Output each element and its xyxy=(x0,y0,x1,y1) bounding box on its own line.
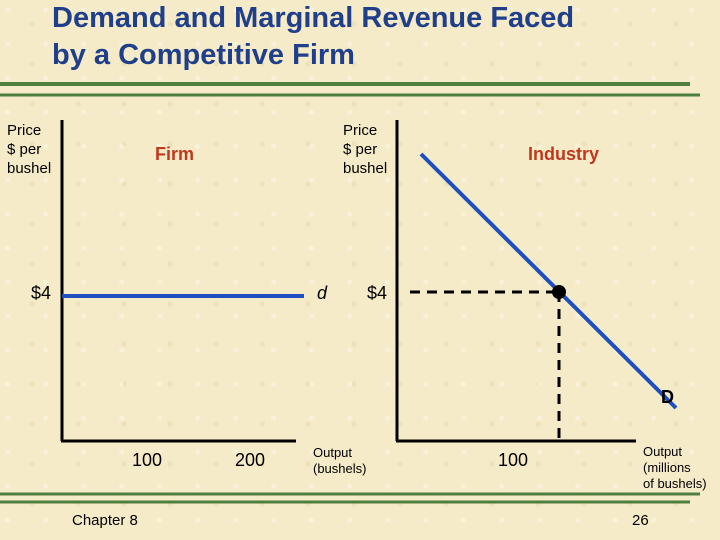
industry-y-axis-label-line-3: bushel xyxy=(343,160,388,177)
firm-y-axis-label-line-1: Price xyxy=(7,122,42,139)
equilibrium-point xyxy=(552,285,566,299)
firm-y-axis-label: Price $ per bushel xyxy=(7,121,51,178)
firm-x-tick-100: 100 xyxy=(132,450,163,470)
industry-x-axis-label-line-1: Output xyxy=(643,444,683,459)
industry-demand-curve xyxy=(419,152,678,410)
industry-price-tick: $4 xyxy=(367,283,388,303)
firm-y-axis-label-line-2: $ per xyxy=(7,141,42,158)
firm-panel-label: Firm xyxy=(155,144,195,164)
slide-title-line-2: by a Competitive Firm xyxy=(52,39,355,71)
industry-y-axis-label-line-1: Price xyxy=(343,122,378,139)
firm-x-axis-label: Output (bushels) xyxy=(313,445,366,477)
firm-price-tick: $4 xyxy=(31,283,52,303)
page-number: 26 xyxy=(632,512,649,529)
firm-demand-label: d xyxy=(317,283,328,303)
industry-y-axis-label-line-2: $ per xyxy=(343,141,378,158)
firm-y-axis-label-line-3: bushel xyxy=(7,160,52,177)
footer-chapter: Chapter 8 xyxy=(72,512,138,529)
industry-demand-label: D xyxy=(661,387,674,407)
firm-x-tick-200: 200 xyxy=(235,450,266,470)
industry-y-axis-label: Price $ per bushel xyxy=(343,121,387,178)
industry-x-axis-label: Output (millions of bushels) xyxy=(643,444,707,492)
industry-x-axis-label-line-3: of bushels) xyxy=(643,476,707,491)
slide-title-line-1: Demand and Marginal Revenue Faced xyxy=(52,2,575,34)
industry-panel-label: Industry xyxy=(528,144,600,164)
slide-title: Demand and Marginal Revenue Faced by a C… xyxy=(52,0,692,74)
industry-x-tick-100: 100 xyxy=(498,450,529,470)
industry-x-axis-label-line-2: (millions xyxy=(643,460,691,475)
firm-x-axis-label-line-2: (bushels) xyxy=(313,461,367,476)
firm-x-axis-label-line-1: Output xyxy=(313,445,353,460)
